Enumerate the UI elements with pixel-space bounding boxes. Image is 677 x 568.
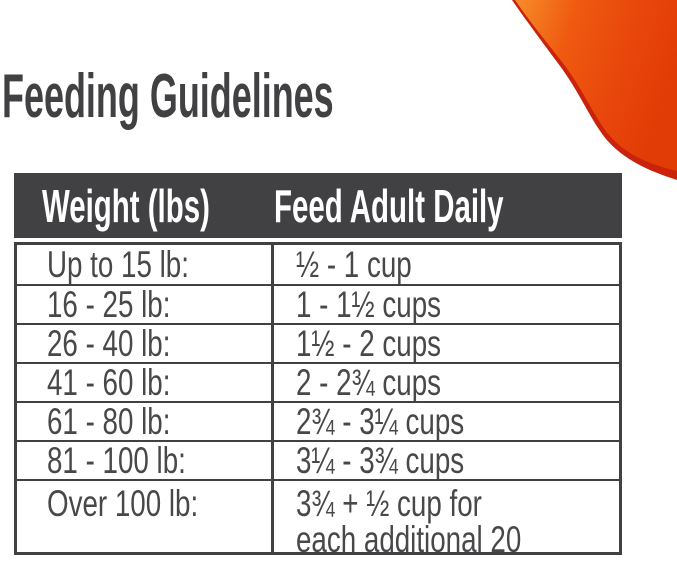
weight-value: 16 - 25 lb: [47, 286, 171, 323]
feed-value: 3¾ + ½ cup for each additional 20 lb [296, 483, 522, 552]
table-header-feed: Feed Adult Daily [274, 173, 633, 238]
feed-cell: 3¼ - 3¾ cups [274, 442, 619, 479]
feed-value: 2 - 2¾ cups [296, 364, 442, 401]
weight-value: 26 - 40 lb: [47, 325, 171, 362]
table-body: Up to 15 lb: ½ - 1 cup 16 - 25 lb: 1 - 1… [14, 242, 622, 555]
weight-value: Over 100 lb: [47, 483, 199, 524]
weight-value: Up to 15 lb: [47, 245, 189, 284]
table-row: 41 - 60 lb: 2 - 2¾ cups [17, 362, 619, 401]
feed-cell: ½ - 1 cup [274, 245, 619, 284]
weight-cell: 16 - 25 lb: [17, 286, 274, 323]
feed-value: 3¼ - 3¾ cups [296, 442, 465, 479]
table-row: 26 - 40 lb: 1½ - 2 cups [17, 323, 619, 362]
header-feed-label: Feed Adult Daily [274, 179, 504, 232]
feeding-table: Weight (lbs) Feed Adult Daily Up to 15 l… [14, 173, 622, 555]
page-title: Feeding Guidelines [2, 66, 574, 128]
weight-cell: 81 - 100 lb: [17, 442, 274, 479]
feed-cell: 1½ - 2 cups [274, 325, 619, 362]
page-title-text: Feeding Guidelines [2, 62, 334, 131]
feed-value: 1 - 1½ cups [296, 286, 442, 323]
table-row: 16 - 25 lb: 1 - 1½ cups [17, 284, 619, 323]
table-header-weight: Weight (lbs) [14, 173, 274, 238]
feed-value: 2¾ - 3¼ cups [296, 403, 465, 440]
weight-value: 81 - 100 lb: [47, 442, 186, 479]
feed-cell: 1 - 1½ cups [274, 286, 619, 323]
orange-corner-swoosh-graphic [512, 0, 677, 180]
weight-cell: 26 - 40 lb: [17, 325, 274, 362]
weight-cell: 61 - 80 lb: [17, 403, 274, 440]
table-header-row: Weight (lbs) Feed Adult Daily [14, 173, 622, 238]
weight-cell: 41 - 60 lb: [17, 364, 274, 401]
table-row: Up to 15 lb: ½ - 1 cup [17, 245, 619, 284]
feed-cell: 3¾ + ½ cup for each additional 20 lb [274, 481, 619, 552]
swoosh-body-shape [515, 0, 677, 171]
table-row: Over 100 lb: 3¾ + ½ cup for each additio… [17, 479, 619, 552]
weight-value: 41 - 60 lb: [47, 364, 171, 401]
table-row: 81 - 100 lb: 3¼ - 3¾ cups [17, 440, 619, 479]
feed-value: 1½ - 2 cups [296, 325, 442, 362]
feed-cell: 2¾ - 3¼ cups [274, 403, 619, 440]
weight-cell: Over 100 lb: [17, 481, 274, 552]
header-weight-label: Weight (lbs) [42, 179, 210, 232]
weight-cell: Up to 15 lb: [17, 245, 274, 284]
feed-value: ½ - 1 cup [296, 245, 412, 284]
table-row: 61 - 80 lb: 2¾ - 3¼ cups [17, 401, 619, 440]
feed-cell: 2 - 2¾ cups [274, 364, 619, 401]
weight-value: 61 - 80 lb: [47, 403, 171, 440]
